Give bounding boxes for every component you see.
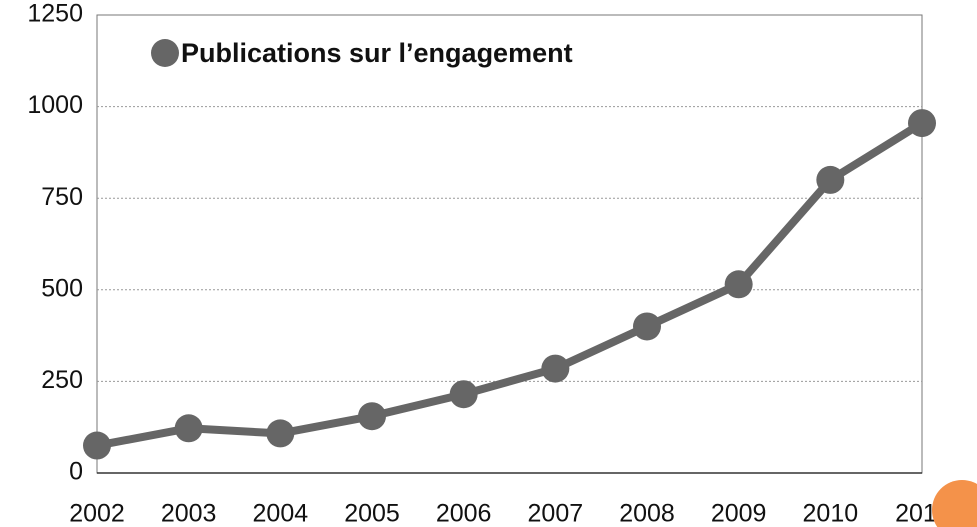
x-tick-label: 2009 [711,500,767,527]
y-tick-label: 500 [41,274,83,302]
legend-label: Publications sur l’engagement [181,38,573,68]
point [724,270,753,299]
point [83,431,111,460]
point [266,419,295,448]
point [449,380,478,409]
x-tick-label: 2010 [803,500,859,527]
legend-marker [151,39,179,67]
y-tick-label: 1000 [27,91,83,119]
point [541,354,570,383]
line [96,119,925,450]
x-tick-label: 2004 [253,500,309,527]
plot-frame [96,14,923,474]
point [358,402,386,431]
x-tick-label: 2007 [528,500,584,527]
point [816,165,845,194]
point [908,109,936,138]
point [633,312,661,341]
y-tick-label: 1250 [27,0,83,28]
x-tick-label: 2005 [344,500,400,527]
y-tick-label: 0 [69,458,83,486]
x-tick-label: 2008 [619,500,675,527]
decoration [932,480,977,527]
y-tick-label: 250 [41,366,83,394]
x-tick-label: 2002 [69,500,125,527]
x-tick-label: 2006 [436,500,492,527]
x-tick-label: 2003 [161,500,217,527]
point [174,414,203,443]
y-tick-label: 750 [41,183,83,211]
